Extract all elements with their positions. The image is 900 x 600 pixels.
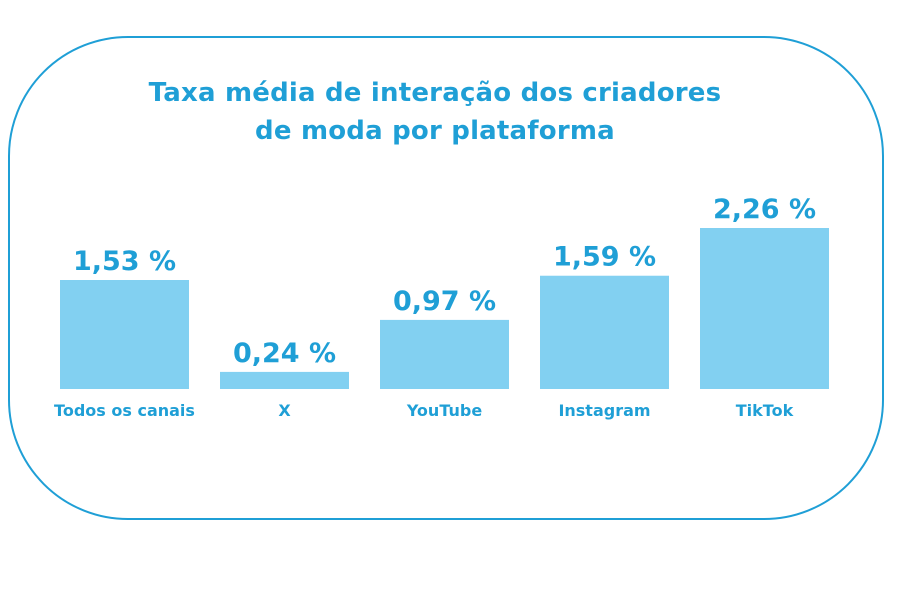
category-label-x: X — [278, 401, 291, 420]
value-label-tiktok: 2,26 % — [713, 194, 816, 225]
category-label-youtube: YouTube — [406, 401, 483, 420]
bar-instagram — [540, 275, 669, 389]
bar-x — [220, 371, 349, 389]
value-label-instagram: 1,59 % — [553, 242, 656, 273]
bar-youtube — [380, 319, 509, 389]
category-label-instagram: Instagram — [558, 401, 650, 420]
category-label-tiktok: TikTok — [736, 401, 794, 420]
bar-todos-os-canais — [60, 280, 189, 389]
chart-frame — [8, 36, 884, 520]
chart-title-line-1: Taxa média de interação dos criadores — [148, 78, 722, 108]
value-label-youtube: 0,97 % — [393, 286, 496, 317]
bar-tiktok — [700, 228, 829, 389]
category-label-todos-os-canais: Todos os canais — [54, 401, 195, 420]
value-label-x: 0,24 % — [233, 338, 336, 369]
value-label-todos-os-canais: 1,53 % — [73, 246, 176, 277]
chart-title-line-2: de moda por plataforma — [255, 116, 615, 146]
chart-title: Taxa média de interação dos criadores de… — [0, 74, 870, 150]
